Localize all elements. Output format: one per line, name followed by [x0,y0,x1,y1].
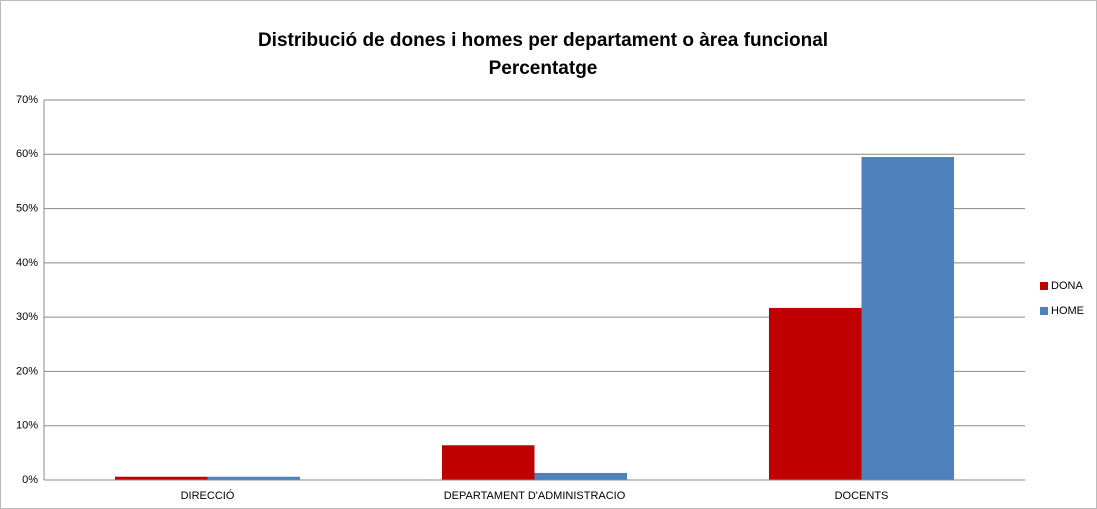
y-tick-label: 40% [16,257,38,269]
legend-label: DONA [1051,280,1083,292]
x-tick-label: DIRECCIÓ [181,489,235,502]
legend-label: HOME [1051,305,1084,317]
bar [207,476,301,480]
bar [768,307,862,480]
y-tick-label: 20% [16,365,38,377]
y-tick-label: 30% [16,311,38,323]
y-tick-label: 0% [22,474,38,486]
x-tick-label: DEPARTAMENT D'ADMINISTRACIO [444,490,626,502]
bar [114,476,208,480]
y-tick-label: 70% [16,94,38,106]
bar [441,445,535,480]
legend-swatch [1040,307,1048,315]
y-tick-label: 60% [16,148,38,160]
x-tick-label: DOCENTS [835,490,889,502]
chart-title: Distribució de dones i homes per departa… [258,30,828,51]
bar [534,472,628,480]
y-tick-label: 10% [16,420,38,432]
legend-swatch [1040,282,1048,290]
chart-subtitle: Percentatge [489,58,598,79]
bar [861,157,955,480]
y-tick-label: 50% [16,202,38,214]
